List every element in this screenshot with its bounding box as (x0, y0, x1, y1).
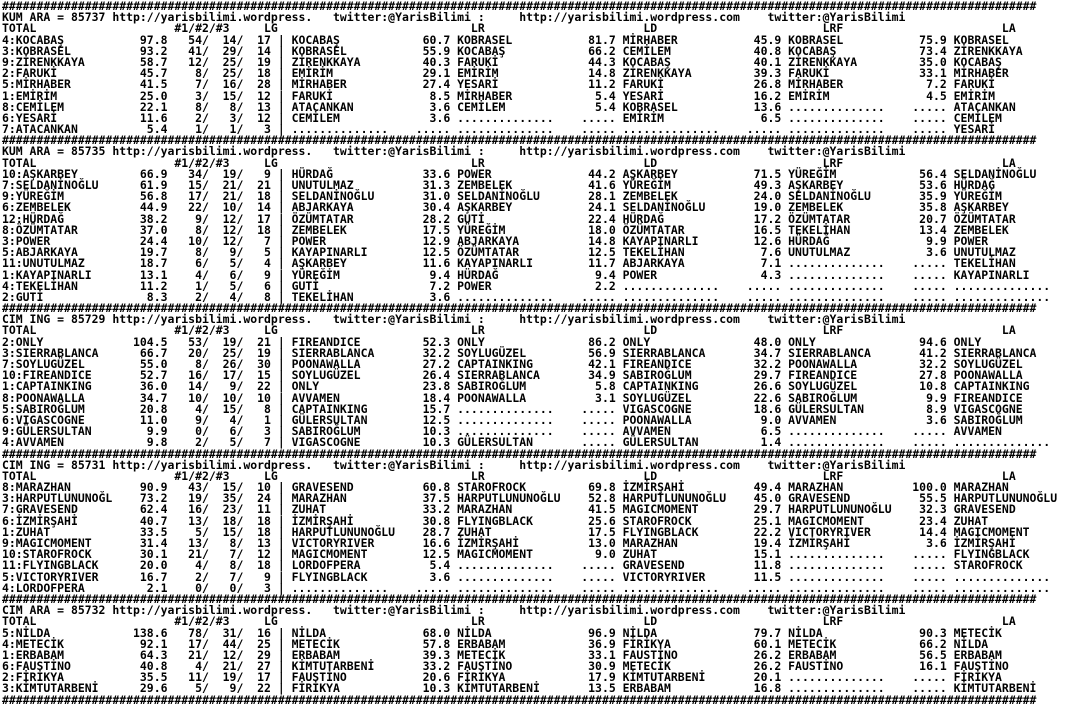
report-line: 4:AVVAMEN 9.8 2/ 5/ 7 | VIGASCOGNE 10.3 … (1, 435, 1077, 450)
report-line: 8:MARAZHAN 90.9 43/ 15/ 10 | GRAVESEND 6… (1, 480, 1077, 495)
report-line: 6:VIGASCOGNE 11.0 9/ 4/ 1 | GÜLERSULTAN … (1, 412, 1077, 427)
report-line: 3:POWER 24.4 10/ 12/ 7 | POWER 12.9 ABJA… (1, 233, 1077, 248)
report-line: 6:YESARİ 11.6 2/ 3/ 12 | CEMİLEM 3.6 ...… (1, 110, 1077, 125)
report-line: TOTAL #1/#2/#3 LG LR LD LRF LA (1, 468, 1016, 483)
report-line: TOTAL #1/#2/#3 LG LR LD LRF LA (1, 155, 1016, 170)
report-line: TOTAL #1/#2/#3 LG LR LD LRF LA (1, 323, 1016, 338)
report-line: 7:SELDANİNOĞLU 61.9 15/ 21/ 21 | UNUTULM… (1, 178, 1077, 192)
report-line: 2:FİRİKYA 35.5 11/ 19/ 17 | FAUSTİNO 20.… (1, 670, 1077, 685)
report-line: 7:SOYLUGÜZEL 55.0 8/ 26/ 30 | POONAWALLA… (1, 357, 1077, 371)
divider-line: ########################################… (1, 133, 1037, 148)
report-line: 6:ZEMBELEK 44.9 22/ 10/ 14 | ABJARKAYA 3… (1, 200, 1077, 215)
report-line: 11:UNUTULMAZ 18.7 6/ 5/ 4 | AŞKARBEY 11.… (1, 256, 1077, 271)
report-line: 3:SIERRABLANCA 66.7 20/ 25/ 19 | SIERRAB… (1, 345, 1077, 360)
report-line: 1:ZUHAT 33.5 5/ 15/ 18 | HARPUTLUNUNOĞLU… (1, 524, 1077, 539)
report-line: 5:SABIROĞLUM 20.8 4/ 15/ 8 | CAPTAINKING… (1, 401, 1077, 416)
report-line: 7:ATACANKAN 5.4 1/ 1/ 3 | ..............… (1, 122, 1077, 137)
report-line: 9:GÜLERSULTAN 9.9 0/ 6/ 3 | SABIROĞLUM 1… (1, 424, 1077, 439)
report-line: 4:METECİK 92.1 17/ 44/ 25 | METECİK 57.8… (1, 636, 1077, 651)
report-line: 6:FAUSTİNO 40.8 4/ 21/ 27 | KİMTUTARBENİ… (1, 659, 1077, 674)
report-line: 3:HARPUTLUNUNOĞL 73.2 19/ 35/ 24 | MARAZ… (1, 491, 1077, 506)
report-line: 5:ABJARKAYA 19.7 8/ 9/ 5 | KAYAPINARLI 1… (1, 245, 1077, 260)
report-line: TOTAL #1/#2/#3 LG LR LD LRF LA (1, 614, 1016, 629)
report-line: 4:LORDOFPERA 2.1 0/ 0/ 3 | .............… (1, 580, 1077, 595)
report-line: 8:ÖZÜMTATAR 37.0 8/ 12/ 18 | ZEMBELEK 17… (1, 222, 1077, 237)
report-line: 9:MAGICMOMENT 31.4 13/ 8/ 13 | VICTORYRI… (1, 536, 1077, 550)
report-line: KUM ARA = 85735 http://yarisbilimi.wordp… (1, 144, 906, 159)
report-line: 11:FLYINGBLACK 20.0 4/ 8/ 18 | LORDOFPER… (1, 558, 1077, 573)
report-line: 9:ZİRENKKAYA 58.7 12/ 25/ 19 | ZİRENKKAY… (1, 54, 1077, 69)
report-line: 1:ERBABAM 64.3 21/ 12/ 29 | ERBABAM 39.3… (1, 647, 1077, 662)
report-line: CIM ING = 85731 http://yarisbilimi.wordp… (1, 457, 906, 472)
divider-line: ########################################… (1, 446, 1037, 461)
report-line: KUM ARA = 85737 http://yarisbilimi.wordp… (1, 10, 906, 25)
report-line: 10:AŞKARBEY 66.9 34/ 19/ 9 | HÜRDAĞ 33.6… (1, 166, 1077, 181)
report-line: 8:CEMİLEM 22.1 8/ 8/ 13 | ATACANKAN 3.6 … (1, 99, 1077, 114)
report-line: 1:EMİRİM 25.0 3/ 15/ 12 | FARUKİ 8.5 MİR… (1, 88, 1077, 103)
report-line: 10:STAROFROCK 30.1 21/ 7/ 12 | MAGICMOME… (1, 547, 1077, 562)
report-line: 9:YÜREĞİM 56.8 17/ 21/ 18 | SELDANİNOĞLU… (1, 189, 1077, 204)
report-line: 3:KİMTUTARBENİ 29.6 5/ 9/ 22 | FİRİKYA 1… (1, 681, 1077, 696)
report-line: 5:VICTORYRIVER 16.7 2/ 7/ 9 | FLYINGBLAC… (1, 569, 1077, 584)
divider-line: ########################################… (1, 591, 1037, 606)
report-line: 8:POONAWALLA 34.7 10/ 10/ 10 | AVVAMEN 1… (1, 390, 1077, 405)
report-line: 1:KAYAPINARLI 13.1 4/ 6/ 9 | YÜREĞİM 9.4… (1, 267, 1077, 282)
report-line: 12:HÜRDAĞ 38.2 9/ 12/ 17 | ÖZÜMTATAR 28.… (1, 211, 1077, 226)
report-line: 3:KOBRASEL 93.2 41/ 29/ 14 | KOBRASEL 55… (1, 43, 1077, 58)
divider-line: ########################################… (1, 0, 1037, 13)
report-line: 5:MİRHABER 41.5 7/ 16/ 28 | MİRHABER 27.… (1, 77, 1077, 92)
report-line: CIM ING = 85729 http://yarisbilimi.wordp… (1, 312, 906, 327)
report-line: 1:CAPTAINKING 36.0 14/ 9/ 22 | ONLY 23.8… (1, 379, 1077, 394)
divider-line: ########################################… (1, 692, 1037, 707)
report-line: 2:FARUKİ 45.7 8/ 25/ 18 | EMİRİM 29.1 EM… (1, 66, 1077, 81)
divider-line: ########################################… (1, 301, 1037, 316)
report-line: 6:İZMİRŞAHİ 40.7 13/ 18/ 18 | İZMİRŞAHİ … (1, 513, 1077, 528)
report-line: 5:NİLDA 138.6 78/ 31/ 16 | NİLDA 68.0 Nİ… (1, 625, 1077, 640)
report-line: 4:TEKELİHAN 11.2 1/ 5/ 6 | GUTİ 7.2 POWE… (1, 278, 1077, 293)
report-line: 2:ONLY 104.5 53/ 19/ 21 | FIREANDICE 52.… (1, 334, 1077, 349)
report-line: TOTAL #1/#2/#3 LG LR LD LRF LA (1, 21, 1016, 36)
report-line: 2:GUTİ 8.3 2/ 4/ 8 | TEKELİHAN 3.6 .....… (1, 289, 1077, 304)
report-line: CIM ARA = 85732 http://yarisbilimi.wordp… (1, 603, 906, 618)
report-line: 7:GRAVESEND 62.4 16/ 23/ 11 | ZUHAT 33.2… (1, 502, 1077, 517)
report-line: 10:FIREANDICE 52.7 16/ 17/ 15 | SOYLUGÜZ… (1, 368, 1077, 383)
report-line: 4:KOCABAŞ 97.8 54/ 14/ 17 | KOCABAŞ 60.7… (1, 32, 1077, 47)
